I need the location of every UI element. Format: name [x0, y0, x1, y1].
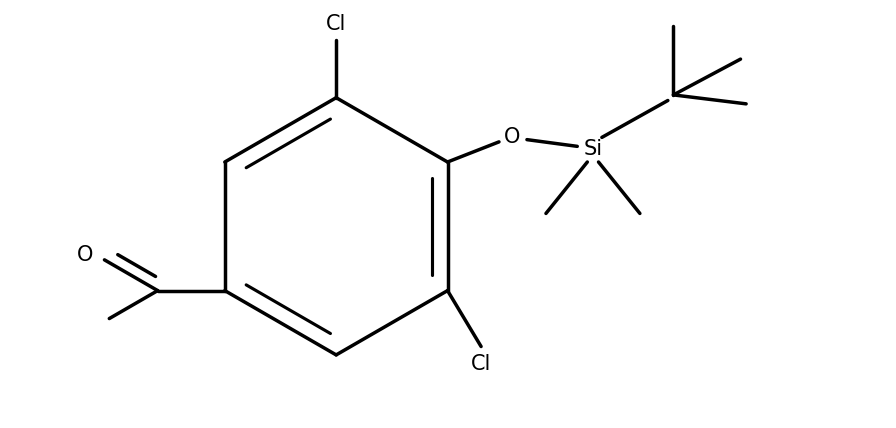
Text: Cl: Cl	[326, 14, 347, 34]
Text: O: O	[77, 245, 93, 265]
Text: O: O	[504, 128, 521, 147]
Text: Cl: Cl	[471, 354, 491, 374]
Text: Si: Si	[583, 139, 602, 159]
